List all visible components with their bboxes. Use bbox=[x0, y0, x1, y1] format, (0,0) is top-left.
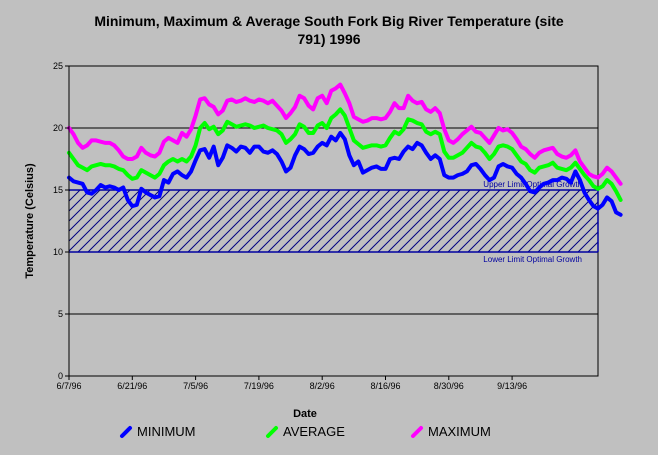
chart-title-line-2: 791) 1996 bbox=[297, 31, 361, 47]
legend-label-average: AVERAGE bbox=[283, 424, 345, 439]
series-line-maximum bbox=[67, 82, 623, 186]
x-tick-label-7-5-96: 7/5/96 bbox=[183, 381, 208, 391]
x-tick-label-6-21-96: 6/21/96 bbox=[117, 381, 147, 391]
x-tick-label-7-19-96: 7/19/96 bbox=[244, 381, 274, 391]
x-axis-label: Date bbox=[293, 408, 317, 420]
y-tick-label-0: 0 bbox=[58, 371, 63, 381]
legend-label-maximum: MAXIMUM bbox=[428, 424, 491, 439]
series-line-average bbox=[67, 107, 623, 202]
y-tick-label-25: 25 bbox=[53, 61, 63, 71]
y-tick-label-20: 20 bbox=[53, 123, 63, 133]
y-tick-label-5: 5 bbox=[58, 309, 63, 319]
legend-swatch-maximum bbox=[411, 426, 423, 438]
axis-labels: Temperature (Celsius) Date bbox=[24, 163, 317, 420]
legend-label-minimum: MINIMUM bbox=[137, 424, 196, 439]
y-tick-label-15: 15 bbox=[53, 185, 63, 195]
legend-item-minimum: MINIMUM bbox=[119, 424, 196, 440]
series-line-minimum bbox=[67, 130, 623, 217]
x-tick-label-8-30-96: 8/30/96 bbox=[434, 381, 464, 391]
x-tick-label-8-16-96: 8/16/96 bbox=[370, 381, 400, 391]
legend: MINIMUM AVERAGE MAXIMUM bbox=[0, 424, 658, 444]
legend-item-average: AVERAGE bbox=[265, 424, 345, 440]
y-axis-label: Temperature (Celsius) bbox=[24, 163, 36, 279]
x-tick-label-9-13-96: 9/13/96 bbox=[497, 381, 527, 391]
legend-swatch-minimum bbox=[120, 426, 132, 438]
chart-title: Minimum, Maximum & Average South Fork Bi… bbox=[0, 12, 658, 48]
legend-swatch-average bbox=[266, 426, 278, 438]
x-tick-label-6-7-96: 6/7/96 bbox=[56, 381, 81, 391]
temperature-chart: Upper Limit Optimal Growth Lower Limit Op… bbox=[24, 61, 623, 420]
series-lines bbox=[67, 82, 623, 217]
lower-limit-label: Lower Limit Optimal Growth bbox=[483, 255, 582, 264]
upper-limit-label: Upper Limit Optimal Growth bbox=[483, 180, 582, 189]
optimal-growth-band: Upper Limit Optimal Growth Lower Limit Op… bbox=[69, 180, 599, 264]
chart-title-line-1: Minimum, Maximum & Average South Fork Bi… bbox=[94, 13, 564, 29]
axes: 0 5 10 15 20 25 6/7/96 6/21/96 7/5/96 7/19/96 8/2/… bbox=[53, 61, 598, 391]
legend-item-maximum: MAXIMUM bbox=[410, 424, 491, 440]
x-tick-label-8-2-96: 8/2/96 bbox=[310, 381, 335, 391]
optimal-range-hatch bbox=[69, 190, 598, 252]
y-tick-label-10: 10 bbox=[53, 247, 63, 257]
